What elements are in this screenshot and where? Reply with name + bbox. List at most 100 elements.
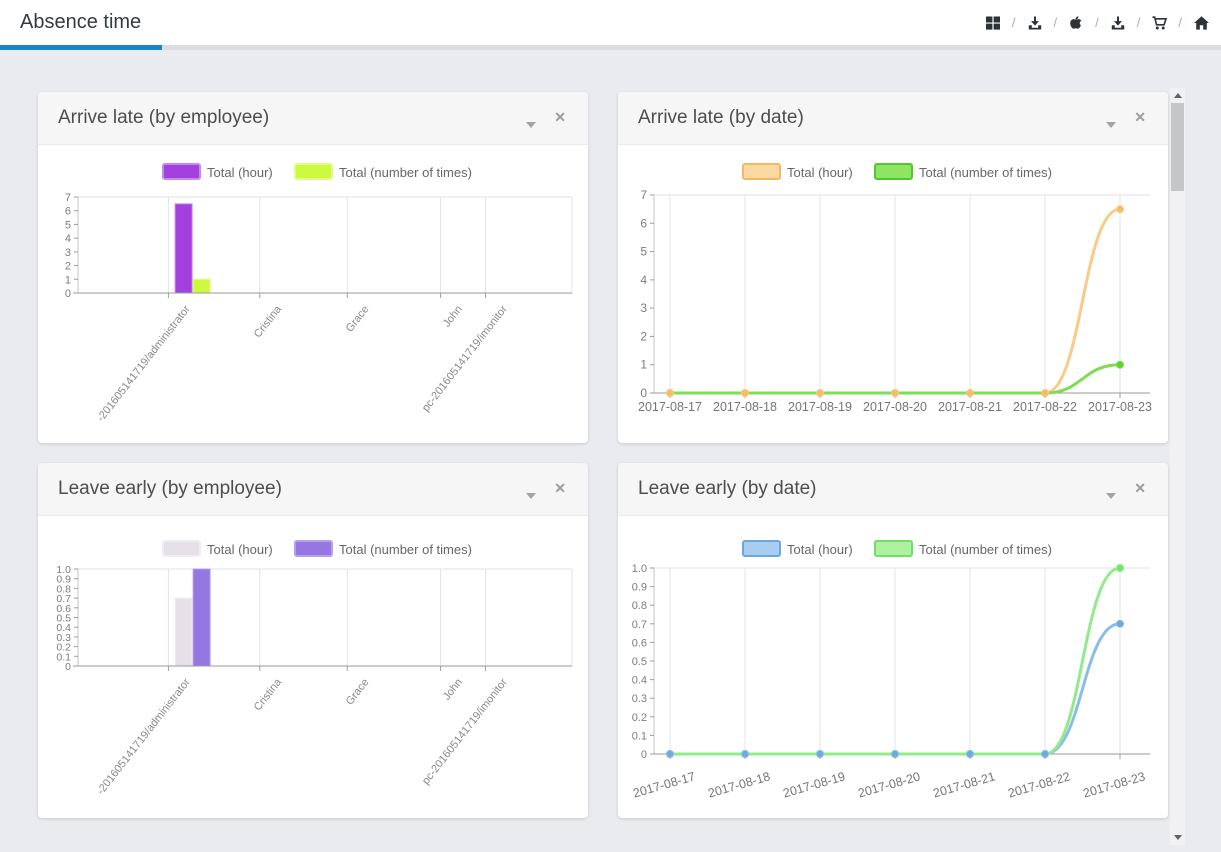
svg-text:0: 0: [640, 386, 647, 400]
svg-text:0.8: 0.8: [56, 583, 71, 595]
panel-leave-early-by-date: Leave early (by date) ✕ Total (hour) Tota…: [618, 463, 1168, 818]
svg-text:Grace: Grace: [344, 676, 372, 707]
page-title: Absence time: [20, 11, 142, 33]
leave-early-by-employee-chart: Total (hour) Total (number of times) 0 0.1 0…: [38, 516, 588, 819]
collapse-caret-icon[interactable]: [526, 115, 536, 133]
svg-text:2: 2: [65, 261, 71, 273]
panel-title: Arrive late (by employee): [58, 107, 270, 128]
svg-text:Total (hour): Total (hour): [207, 542, 273, 557]
close-icon[interactable]: ✕: [1134, 109, 1146, 125]
panel-title: Leave early (by employee): [58, 478, 282, 499]
arrive-late-by-employee-chart: Total (hour) Total (number of times) 0 1 2 3 4…: [38, 145, 588, 444]
svg-text:-201605141719/administrator: -201605141719/administrator: [95, 303, 193, 424]
svg-text:Cristina: Cristina: [252, 676, 285, 713]
vertical-scrollbar[interactable]: [1170, 88, 1185, 845]
top-icon-bar: / / / / /: [983, 13, 1211, 33]
svg-text:2017-08-22: 2017-08-22: [1013, 400, 1077, 414]
cart-icon[interactable]: [1149, 13, 1169, 33]
collapse-caret-icon[interactable]: [1106, 486, 1116, 504]
apple-icon[interactable]: [1066, 13, 1086, 33]
svg-text:6: 6: [65, 206, 71, 218]
svg-text:2017-08-18: 2017-08-18: [706, 769, 771, 800]
panel-leave-early-by-employee: Leave early (by employee) ✕ Total (hour)…: [38, 463, 588, 818]
svg-text:2017-08-20: 2017-08-20: [863, 400, 927, 414]
svg-text:1: 1: [640, 358, 647, 372]
svg-text:1.0: 1.0: [56, 564, 71, 576]
panel-header: Arrive late (by date) ✕: [618, 92, 1168, 145]
panel-header: Leave early (by date) ✕: [618, 463, 1168, 516]
svg-text:2017-08-20: 2017-08-20: [856, 769, 921, 800]
icon-separator: /: [1095, 15, 1099, 30]
svg-text:Total (number of times): Total (number of times): [339, 165, 472, 180]
svg-text:2017-08-17: 2017-08-17: [631, 769, 696, 800]
svg-text:1.0: 1.0: [632, 563, 647, 575]
svg-text:4: 4: [640, 273, 647, 287]
scrollbar-thumb[interactable]: [1171, 103, 1184, 191]
scroll-up-arrow-icon: [1173, 93, 1182, 98]
svg-text:pc-201605141719/imonitor: pc-201605141719/imonitor: [420, 676, 510, 787]
svg-text:Total (number of times): Total (number of times): [339, 542, 472, 557]
svg-text:0.5: 0.5: [56, 613, 71, 625]
svg-text:4: 4: [65, 233, 71, 245]
svg-text:Total (number of times): Total (number of times): [919, 542, 1052, 557]
svg-text:2017-08-22: 2017-08-22: [1006, 769, 1071, 800]
close-icon[interactable]: ✕: [1134, 480, 1146, 496]
collapse-caret-icon[interactable]: [526, 486, 536, 504]
svg-text:0.7: 0.7: [632, 619, 647, 631]
collapse-caret-icon[interactable]: [1106, 115, 1116, 133]
svg-text:5: 5: [65, 219, 71, 231]
svg-text:Grace: Grace: [344, 303, 372, 334]
icon-separator: /: [1178, 15, 1182, 30]
svg-text:2017-08-21: 2017-08-21: [938, 400, 1002, 414]
svg-text:Total (hour): Total (hour): [787, 542, 853, 557]
svg-text:0.7: 0.7: [56, 593, 71, 605]
svg-text:2017-08-21: 2017-08-21: [931, 769, 996, 800]
svg-text:3: 3: [640, 301, 647, 315]
scroll-down-arrow-icon: [1173, 835, 1182, 840]
scroll-up-button[interactable]: [1170, 88, 1185, 103]
svg-text:Cristina: Cristina: [252, 303, 285, 340]
svg-text:pc-201605141719/imonitor: pc-201605141719/imonitor: [420, 303, 510, 414]
svg-text:0: 0: [65, 288, 71, 300]
svg-text:0.3: 0.3: [632, 693, 647, 705]
svg-text:2: 2: [640, 329, 647, 343]
close-icon[interactable]: ✕: [554, 480, 566, 496]
panel-arrive-late-by-employee: Arrive late (by employee) ✕ Total (hour)…: [38, 92, 588, 443]
svg-text:3: 3: [65, 247, 71, 259]
panel-header: Leave early (by employee) ✕: [38, 463, 588, 516]
svg-text:0.1: 0.1: [56, 651, 71, 663]
svg-text:0.8: 0.8: [632, 600, 647, 612]
svg-text:7: 7: [640, 188, 647, 202]
arrive-late-by-date-chart: Total (hour) Total (number of times) 0 1 2 3 4…: [618, 145, 1168, 444]
svg-text:0.2: 0.2: [56, 642, 71, 654]
download-icon[interactable]: [1025, 13, 1045, 33]
scroll-down-button[interactable]: [1170, 830, 1185, 845]
home-icon[interactable]: [1191, 13, 1211, 33]
icon-separator: /: [1011, 15, 1016, 30]
tab-strip: [0, 45, 1221, 50]
icon-separator: /: [1053, 15, 1058, 30]
svg-text:2017-08-23: 2017-08-23: [1081, 769, 1146, 800]
svg-text:0.3: 0.3: [56, 632, 71, 644]
svg-text:0.2: 0.2: [632, 712, 647, 724]
svg-text:0.9: 0.9: [56, 574, 71, 586]
icon-separator: /: [1136, 15, 1141, 30]
windows-icon[interactable]: [983, 13, 1003, 33]
active-tab-underline: [0, 45, 162, 50]
svg-text:Total (hour): Total (hour): [207, 165, 273, 180]
svg-text:2017-08-23: 2017-08-23: [1088, 400, 1152, 414]
svg-text:0.5: 0.5: [632, 656, 647, 668]
svg-text:0.1: 0.1: [632, 730, 647, 742]
svg-text:2017-08-19: 2017-08-19: [781, 769, 846, 800]
svg-text:7: 7: [65, 192, 71, 204]
svg-text:0.9: 0.9: [632, 582, 647, 594]
close-icon[interactable]: ✕: [554, 109, 566, 125]
svg-text:6: 6: [640, 216, 647, 230]
app-header: Absence time / / / / /: [0, 0, 1221, 45]
svg-text:John: John: [441, 303, 465, 329]
svg-text:0.4: 0.4: [56, 622, 71, 634]
svg-text:0.6: 0.6: [632, 637, 647, 649]
download-icon[interactable]: [1108, 13, 1128, 33]
panel-title: Leave early (by date): [638, 478, 817, 499]
svg-text:Total (number of times): Total (number of times): [919, 165, 1052, 180]
